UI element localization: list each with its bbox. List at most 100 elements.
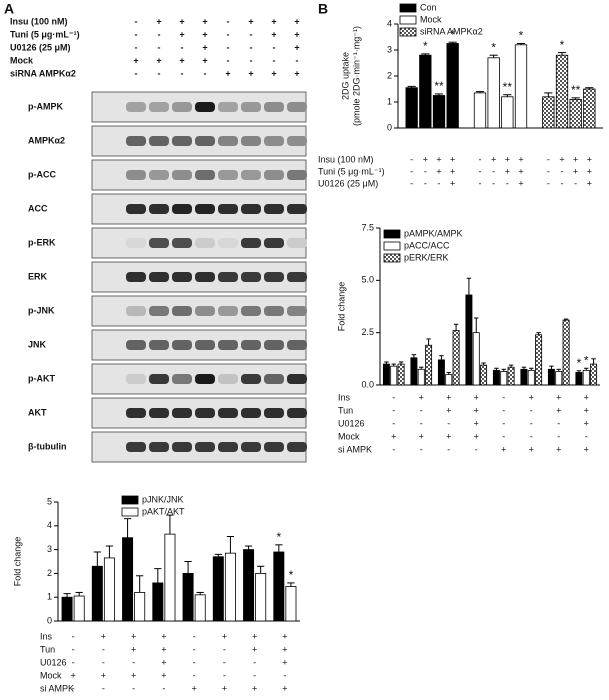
- blot-band: [218, 408, 238, 418]
- condition-sign: -: [250, 29, 253, 39]
- condition-sign: +: [202, 16, 207, 26]
- bar: [212, 556, 224, 622]
- bar: [575, 372, 583, 386]
- blot-band: [195, 136, 215, 146]
- blot-label: p-ERK: [28, 237, 56, 247]
- condition-sign: -: [158, 29, 161, 39]
- blot-band: [264, 272, 284, 282]
- condition-sign: -: [447, 418, 450, 428]
- blot-band: [241, 272, 261, 282]
- condition-sign: -: [492, 166, 495, 176]
- condition-sign: +: [282, 644, 287, 654]
- condition-sign: +: [505, 166, 510, 176]
- blot-band: [126, 408, 146, 418]
- panel-label: B: [318, 1, 328, 17]
- condition-sign: -: [502, 418, 505, 428]
- condition-sign: -: [420, 418, 423, 428]
- condition-sign: +: [202, 55, 207, 65]
- significance-label: *: [560, 38, 565, 52]
- condition-sign: +: [294, 42, 299, 52]
- bar: [569, 99, 582, 129]
- condition-sign: +: [529, 444, 534, 454]
- condition-sign: +: [179, 16, 184, 26]
- blot-band: [264, 204, 284, 214]
- bar: [555, 370, 563, 386]
- blot-band: [264, 306, 284, 316]
- condition-sign: -: [193, 631, 196, 641]
- bar: [492, 369, 500, 386]
- condition-sign: -: [420, 405, 423, 415]
- significance-label: *: [276, 530, 281, 544]
- legend-swatch: [399, 27, 417, 37]
- legend-swatch: [121, 507, 139, 517]
- bar: [405, 87, 418, 129]
- blot-label: AMPKα2: [28, 135, 65, 145]
- blot-band: [195, 306, 215, 316]
- condition-sign: -: [158, 42, 161, 52]
- legend-label: Con: [420, 2, 437, 12]
- significance-label: **: [434, 79, 444, 93]
- condition-sign: -: [502, 431, 505, 441]
- condition-sign: -: [223, 644, 226, 654]
- condition-sign: -: [72, 631, 75, 641]
- condition-sign: +: [161, 644, 166, 654]
- condition-sign: -: [102, 657, 105, 667]
- y-tick-label: 0: [387, 122, 392, 132]
- bar: [472, 332, 480, 386]
- blot-band: [241, 340, 261, 350]
- condition-sign: +: [450, 166, 455, 176]
- blot-band: [218, 136, 238, 146]
- condition-sign: -: [585, 431, 588, 441]
- blot-band: [195, 170, 215, 180]
- bar: [103, 557, 115, 622]
- bar: [164, 533, 176, 622]
- y-tick-label: 5.0: [361, 275, 374, 285]
- condition-sign: -: [135, 42, 138, 52]
- blot-band: [149, 408, 169, 418]
- significance-label: **: [503, 80, 513, 94]
- bar: [152, 582, 164, 622]
- condition-sign: -: [557, 418, 560, 428]
- legend-swatch: [121, 495, 139, 505]
- condition-sign: -: [162, 683, 165, 693]
- condition-sign: -: [72, 683, 75, 693]
- bar: [194, 594, 206, 622]
- blot-band: [241, 170, 261, 180]
- blot-band: [218, 442, 238, 452]
- blot-band: [287, 340, 307, 350]
- blot-label: β-tubulin: [28, 441, 66, 451]
- condition-sign: -: [420, 444, 423, 454]
- condition-sign: +: [101, 631, 106, 641]
- blot-band: [126, 238, 146, 248]
- blot-label: p-AKT: [28, 373, 55, 383]
- blot-band: [195, 408, 215, 418]
- condition-sign: +: [294, 68, 299, 78]
- condition-sign: +: [501, 444, 506, 454]
- bar: [562, 319, 570, 386]
- condition-sign: -: [181, 42, 184, 52]
- condition-label: U0126 (25 μM): [318, 178, 378, 188]
- condition-sign: -: [158, 68, 161, 78]
- y-tick-label: 2.5: [361, 327, 374, 337]
- y-tick-label: 4: [47, 520, 52, 530]
- blot-band: [172, 442, 192, 452]
- blot-band: [287, 408, 307, 418]
- condition-sign: -: [506, 178, 509, 188]
- condition-sign: -: [424, 178, 427, 188]
- legend-label: siRNA AMPKα2: [420, 26, 483, 36]
- condition-sign: +: [222, 683, 227, 693]
- condition-sign: -: [492, 178, 495, 188]
- legend-swatch: [383, 253, 401, 263]
- condition-label: U0126: [40, 657, 67, 667]
- blot-band: [218, 340, 238, 350]
- condition-sign: +: [584, 392, 589, 402]
- condition-sign: +: [584, 405, 589, 415]
- condition-sign: +: [573, 154, 578, 164]
- condition-sign: -: [132, 683, 135, 693]
- blot-band: [195, 442, 215, 452]
- condition-sign: +: [282, 657, 287, 667]
- blot-band: [218, 374, 238, 384]
- significance-label: *: [584, 353, 589, 367]
- blot-band: [149, 272, 169, 282]
